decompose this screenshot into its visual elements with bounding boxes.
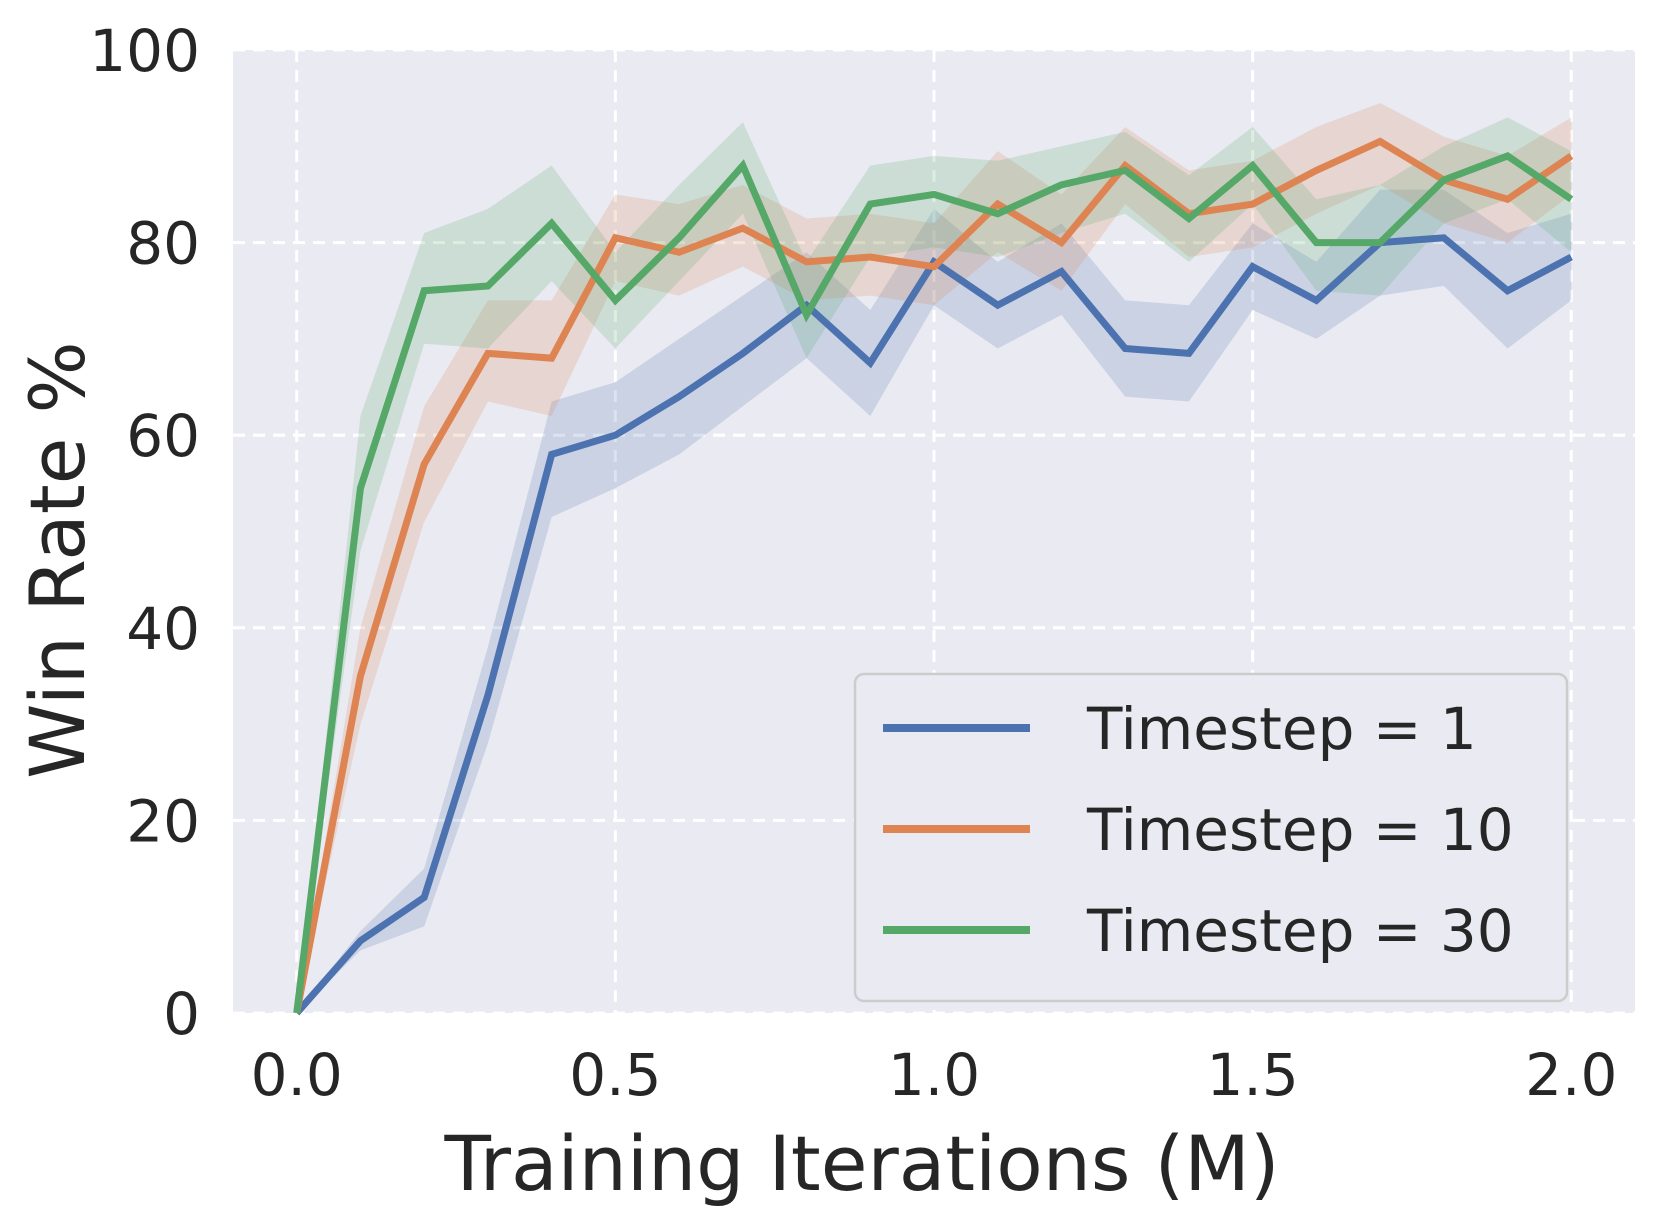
x-tick-label: 2.0: [1525, 1041, 1617, 1109]
legend: Timestep = 1 Timestep = 10 Timestep = 30: [853, 672, 1569, 1003]
y-tick-labels: 0 20 40 60 80 100: [89, 17, 200, 1048]
legend-box: [853, 672, 1569, 1003]
confidence-bands: [296, 102, 1572, 1014]
x-tick-label: 1.0: [888, 1041, 980, 1109]
y-tick-label: 60: [126, 402, 200, 470]
x-tick-label: 0.0: [251, 1041, 343, 1109]
y-tick-label: 20: [126, 787, 200, 855]
y-tick-label: 0: [163, 980, 200, 1048]
x-tick-label: 0.5: [569, 1041, 661, 1109]
series-line-3: [293, 152, 1574, 1014]
confidence-band-series-2: [296, 102, 1572, 1014]
x-tick-label: 1.5: [1207, 1041, 1299, 1109]
y-tick-label: 40: [126, 595, 200, 663]
x-axis-title: Training Iterations (M): [443, 1119, 1279, 1208]
legend-label-series-1: Timestep = 1: [1086, 695, 1477, 763]
legend-label-series-2: Timestep = 10: [1086, 796, 1514, 864]
y-tick-label: 100: [89, 17, 200, 85]
x-tick-labels: 0.0 0.5 1.0 1.5 2.0: [251, 1041, 1618, 1109]
legend-label-series-3: Timestep = 30: [1086, 897, 1514, 965]
confidence-band-series-1: [296, 189, 1572, 1013]
series-lines: [293, 137, 1574, 1016]
confidence-band-series-3: [296, 117, 1572, 1013]
y-axis-title: Win Rate %: [13, 341, 102, 779]
y-tick-label: 80: [126, 210, 200, 278]
series-line-2: [293, 137, 1574, 1014]
